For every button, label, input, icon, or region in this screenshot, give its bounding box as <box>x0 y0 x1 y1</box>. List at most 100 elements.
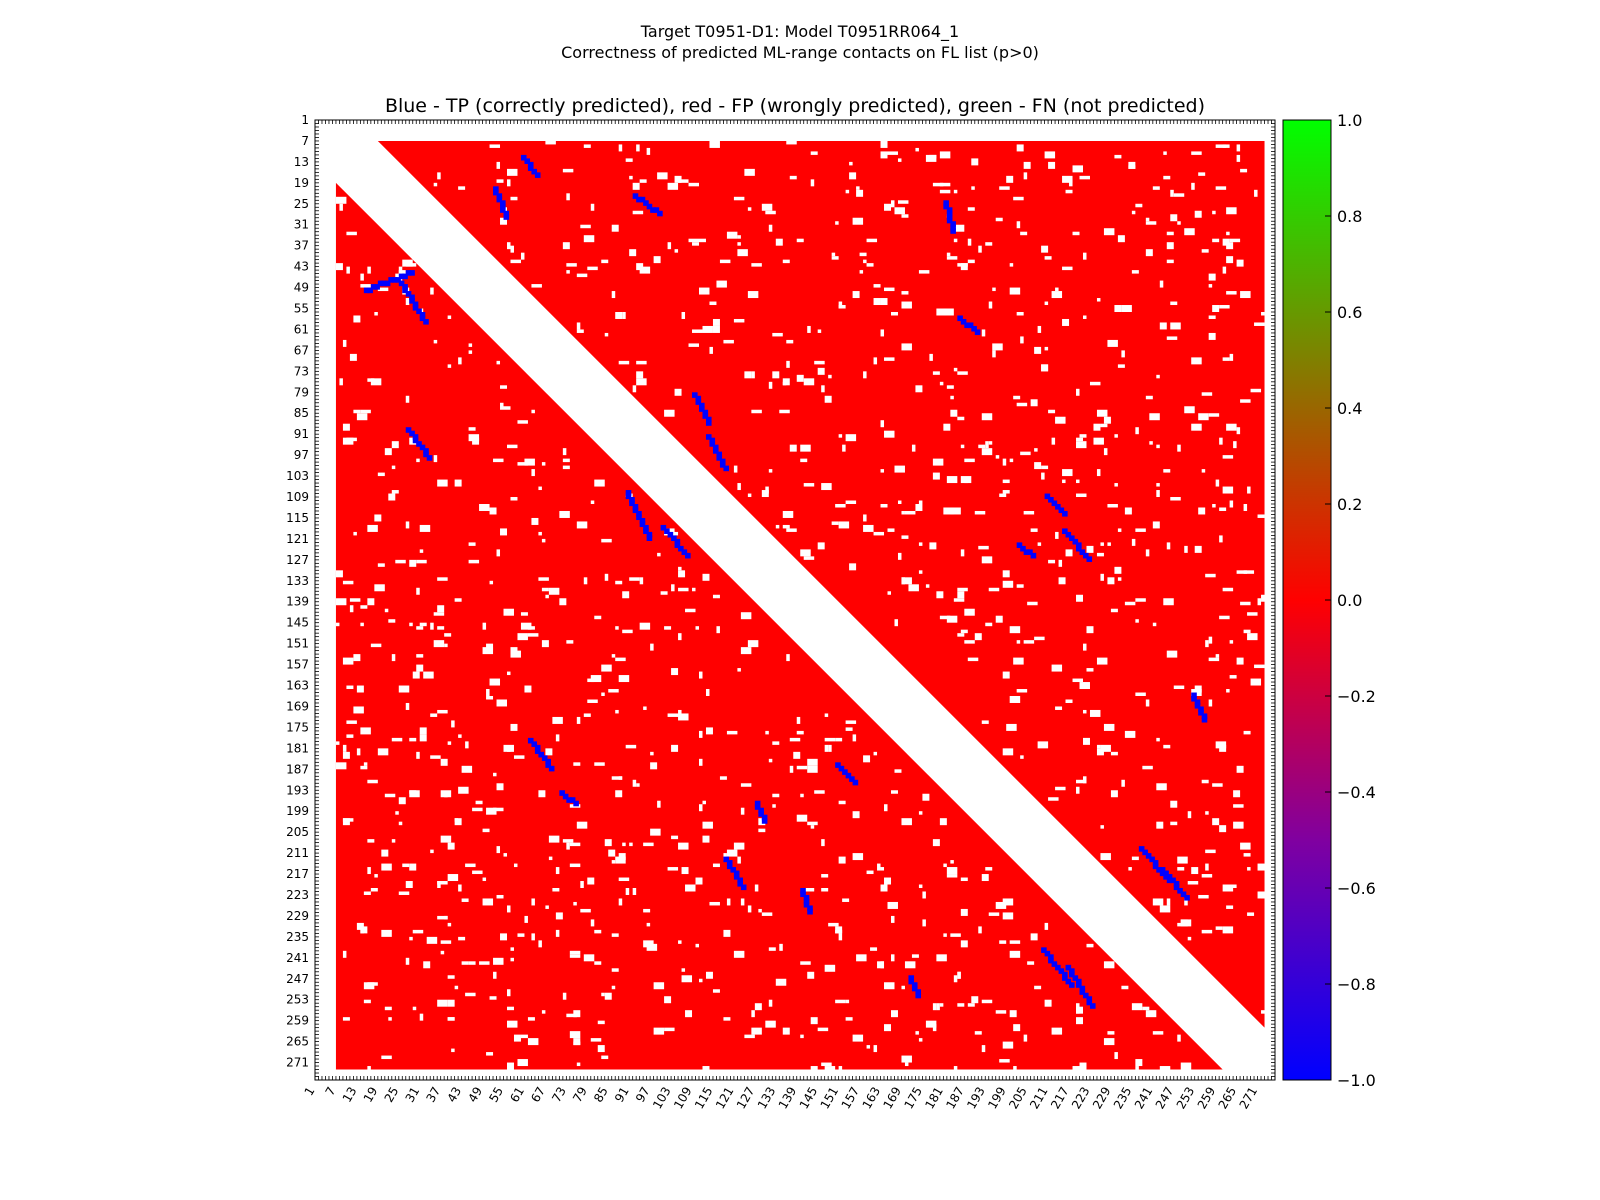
tp-cell <box>1041 947 1047 953</box>
unpredicted-cell <box>548 587 560 595</box>
tp-cell <box>419 312 426 318</box>
unpredicted-cell <box>566 640 574 644</box>
unpredicted-cell <box>978 444 986 449</box>
unpredicted-cell <box>615 626 619 630</box>
unpredicted-cell <box>678 713 689 721</box>
unpredicted-cell <box>405 521 410 529</box>
unpredicted-cell <box>590 675 602 683</box>
unpredicted-cell <box>664 409 675 417</box>
unpredicted-cell <box>1219 825 1227 833</box>
unpredicted-cell <box>1205 863 1209 871</box>
x-tick-label: 13 <box>340 1085 360 1105</box>
unpredicted-cell <box>950 395 954 400</box>
unpredicted-cell <box>943 507 954 515</box>
unpredicted-cell <box>765 486 769 494</box>
tp-cell <box>1198 706 1204 713</box>
unpredicted-cell <box>629 175 633 180</box>
y-tick-label: 103 <box>286 469 309 483</box>
unpredicted-cell <box>454 985 459 990</box>
unpredicted-cell <box>440 790 452 798</box>
unpredicted-cell <box>674 175 682 183</box>
unpredicted-cell <box>852 853 864 861</box>
unpredicted-cell <box>925 584 930 588</box>
unpredicted-cell <box>1208 413 1220 417</box>
tp-cell <box>1184 894 1190 901</box>
unpredicted-cell <box>356 413 368 421</box>
unpredicted-cell <box>800 458 808 463</box>
unpredicted-cell <box>751 263 762 267</box>
unpredicted-cell <box>1184 898 1188 906</box>
unpredicted-cell <box>342 751 350 759</box>
unpredicted-cell <box>1156 483 1160 487</box>
unpredicted-cell <box>1145 699 1150 707</box>
unpredicted-cell <box>1145 221 1157 225</box>
tp-cell <box>632 504 639 510</box>
unpredicted-cell <box>946 256 958 260</box>
unpredicted-cell <box>1083 643 1087 651</box>
unpredicted-cell <box>622 842 626 847</box>
unpredicted-cell <box>887 901 898 909</box>
unpredicted-cell <box>1034 448 1038 452</box>
unpredicted-cell <box>873 284 881 288</box>
tp-cell <box>531 168 538 175</box>
y-tick-label: 37 <box>294 239 309 253</box>
x-tick-label: 97 <box>633 1085 653 1105</box>
tp-cell <box>569 797 576 803</box>
colorbar-tick-label: −0.2 <box>1337 687 1376 706</box>
unpredicted-cell <box>1159 322 1167 330</box>
unpredicted-cell <box>1103 448 1108 456</box>
tp-cell <box>402 284 408 290</box>
unpredicted-cell <box>381 849 389 857</box>
unpredicted-cell <box>1002 671 1010 679</box>
unpredicted-cell <box>1261 594 1269 602</box>
unpredicted-cell <box>943 863 947 868</box>
tp-cell <box>1069 971 1075 978</box>
unpredicted-cell <box>513 1034 521 1042</box>
unpredicted-cell <box>646 147 651 155</box>
unpredicted-cell <box>1156 444 1160 449</box>
unpredicted-cell <box>817 542 825 550</box>
colorbar: 1.00.80.60.40.20.0−0.2−0.4−0.6−0.8−1.0 <box>1282 111 1376 1090</box>
unpredicted-cell <box>950 860 954 864</box>
unpredicted-cell <box>402 863 410 868</box>
unpredicted-cell <box>838 521 850 529</box>
unpredicted-cell <box>416 458 420 463</box>
unpredicted-cell <box>880 329 885 337</box>
unpredicted-cell <box>824 744 829 752</box>
colorbar-tick-label: 0.8 <box>1337 207 1362 226</box>
unpredicted-cell <box>391 737 403 742</box>
unpredicted-cell <box>569 863 581 868</box>
unpredicted-cell <box>384 448 392 456</box>
tp-cell <box>1138 846 1145 852</box>
y-tick-label: 55 <box>294 302 309 316</box>
unpredicted-cell <box>995 455 1000 459</box>
tp-cell <box>761 814 768 821</box>
unpredicted-cell <box>604 573 609 581</box>
x-tick-label: 7 <box>323 1085 339 1099</box>
unpredicted-cell <box>964 640 975 644</box>
unpredicted-cell <box>1226 905 1234 909</box>
unpredicted-cell <box>884 357 895 361</box>
unpredicted-cell <box>398 821 403 826</box>
unpredicted-cell <box>1166 242 1174 250</box>
tp-cell <box>960 318 967 325</box>
unpredicted-cell <box>814 360 825 365</box>
unpredicted-cell <box>545 905 549 909</box>
unpredicted-cell <box>678 179 689 183</box>
unpredicted-cell <box>1163 151 1167 155</box>
unpredicted-cell <box>367 867 371 875</box>
unpredicted-cell <box>932 182 944 187</box>
y-tick-label: 199 <box>286 804 309 818</box>
unpredicted-cell <box>1170 497 1181 501</box>
unpredicted-cell <box>744 168 755 176</box>
x-tick-label: 1 <box>302 1085 318 1099</box>
unpredicted-cell <box>1023 161 1031 169</box>
unpredicted-cell <box>1170 189 1174 197</box>
unpredicted-cell <box>1034 462 1042 470</box>
tp-cell <box>1142 849 1148 856</box>
unpredicted-cell <box>566 193 570 201</box>
unpredicted-cell <box>702 325 713 333</box>
unpredicted-cell <box>981 999 993 1004</box>
unpredicted-cell <box>1229 500 1234 508</box>
